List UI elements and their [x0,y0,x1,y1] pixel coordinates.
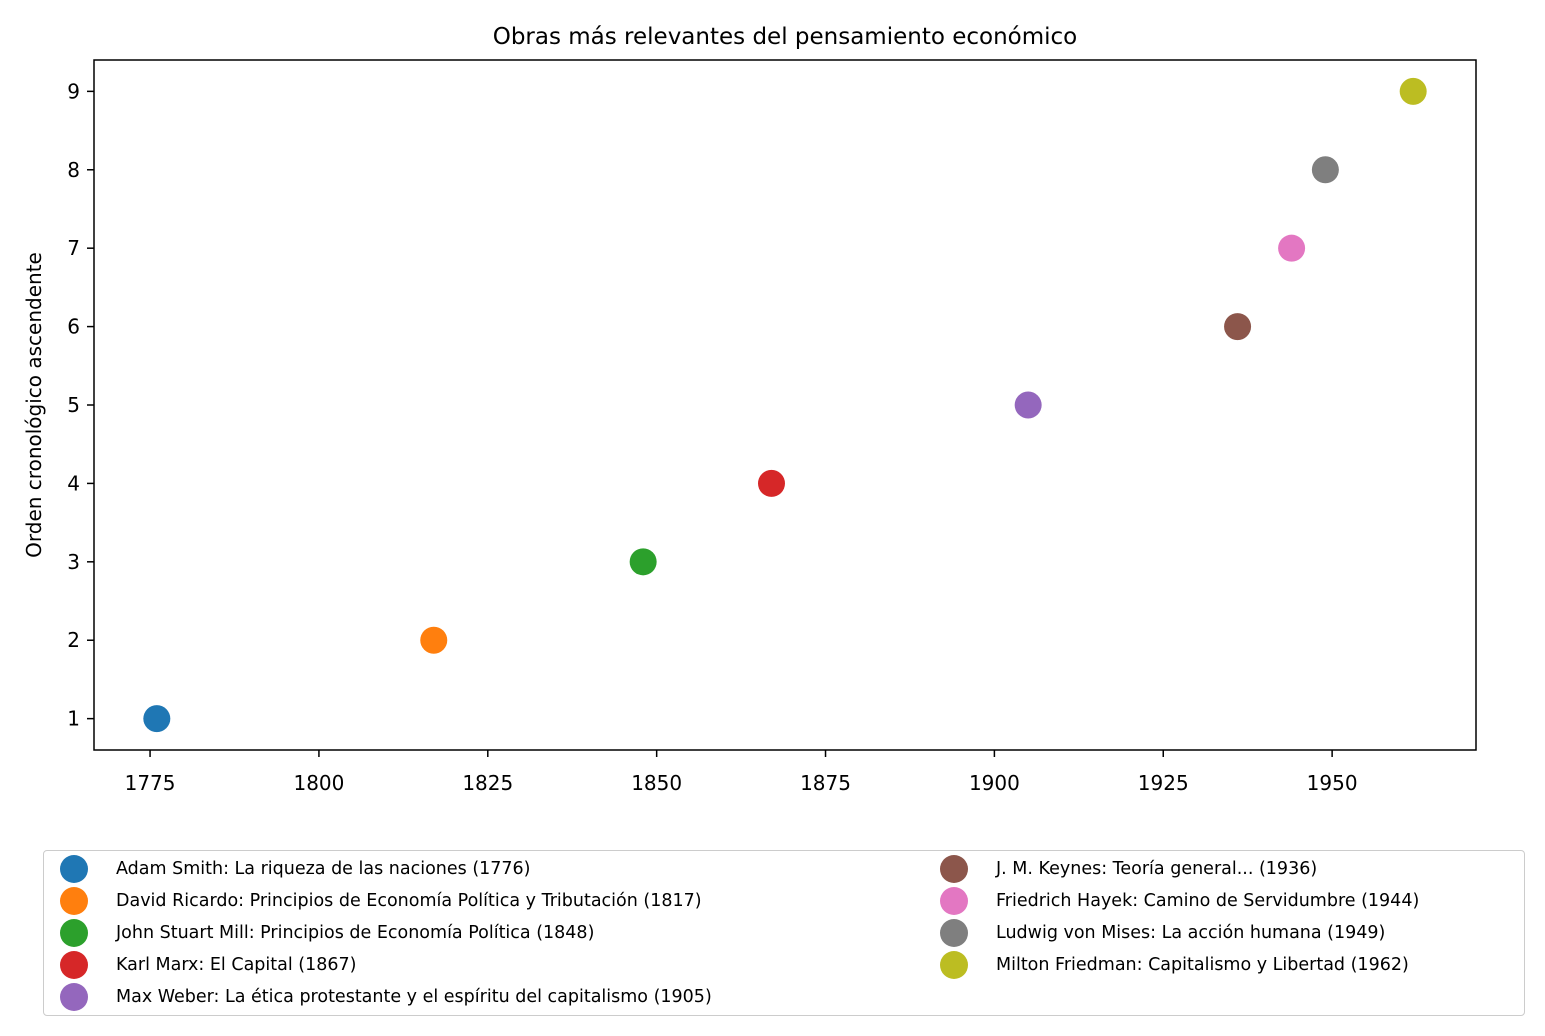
chart-title: Obras más relevantes del pensamiento eco… [493,24,1078,50]
legend-label: Ludwig von Mises: La acción humana (1949… [996,923,1386,943]
legend-marker [60,887,88,915]
legend-item: John Stuart Mill: Principios de Economía… [44,919,594,947]
legend-label: Max Weber: La ética protestante y el esp… [116,987,712,1007]
data-point [420,626,448,654]
y-tick-label: 6 [67,315,80,339]
plot-area [93,59,1477,751]
legend-marker [60,983,88,1011]
legend-item: Max Weber: La ética protestante y el esp… [44,983,712,1011]
legend-marker [940,919,968,947]
x-tick-label: 1775 [125,771,176,795]
legend-label: Friedrich Hayek: Camino de Servidumbre (… [996,891,1420,911]
legend-marker [940,855,968,883]
y-axis-label: Orden cronológico ascendente [22,252,46,558]
legend-marker [940,887,968,915]
data-point [1278,234,1306,262]
legend-item: David Ricardo: Principios de Economía Po… [44,887,702,915]
data-point [757,469,785,497]
data-point [1224,313,1252,341]
legend-marker [60,951,88,979]
data-point [1399,77,1427,105]
y-tick-label: 7 [67,236,80,260]
y-tick-label: 5 [67,393,80,417]
y-tick-label: 4 [67,471,80,495]
legend-item: Karl Marx: El Capital (1867) [44,951,356,979]
legend-label: John Stuart Mill: Principios de Economía… [116,923,595,943]
data-points [143,77,1427,733]
y-tick-label: 1 [67,707,80,731]
x-tick-label: 1850 [631,771,682,795]
y-tick-label: 8 [67,158,80,182]
y-tick-label: 2 [67,628,80,652]
legend-item: J. M. Keynes: Teoría general... (1936) [924,855,1317,883]
x-tick-label: 1875 [800,771,851,795]
x-tick-label: 1950 [1307,771,1358,795]
y-tick-label: 3 [67,550,80,574]
legend-marker [940,951,968,979]
legend-label: Milton Friedman: Capitalismo y Libertad … [996,955,1409,975]
y-axis: 1 2 3 4 5 6 7 8 9 [67,79,94,731]
y-tick-label: 9 [67,79,80,103]
legend-item: Milton Friedman: Capitalismo y Libertad … [924,951,1409,979]
legend-item: Ludwig von Mises: La acción humana (1949… [924,919,1385,947]
legend-item: Friedrich Hayek: Camino de Servidumbre (… [924,887,1419,915]
legend-label: J. M. Keynes: Teoría general... (1936) [996,859,1318,879]
legend-item: Adam Smith: La riqueza de las naciones (… [44,855,531,883]
scatter-chart: Obras más relevantes del pensamiento eco… [22,24,1477,795]
x-tick-label: 1800 [293,771,344,795]
data-point [629,548,657,576]
legend-label: Karl Marx: El Capital (1867) [116,955,357,975]
data-point [1311,156,1339,184]
legend-label: David Ricardo: Principios de Economía Po… [116,891,702,911]
x-axis: 1775 1800 1825 1850 1875 1900 1925 1950 [125,750,1358,795]
x-tick-label: 1925 [1138,771,1189,795]
x-tick-label: 1825 [462,771,513,795]
legend-marker [60,855,88,883]
x-tick-label: 1900 [969,771,1020,795]
legend-label: Adam Smith: La riqueza de las naciones (… [116,859,531,879]
legend: Adam Smith: La riqueza de las naciones (… [43,850,1525,1016]
data-point [143,705,171,733]
data-point [1014,391,1042,419]
legend-marker [60,919,88,947]
